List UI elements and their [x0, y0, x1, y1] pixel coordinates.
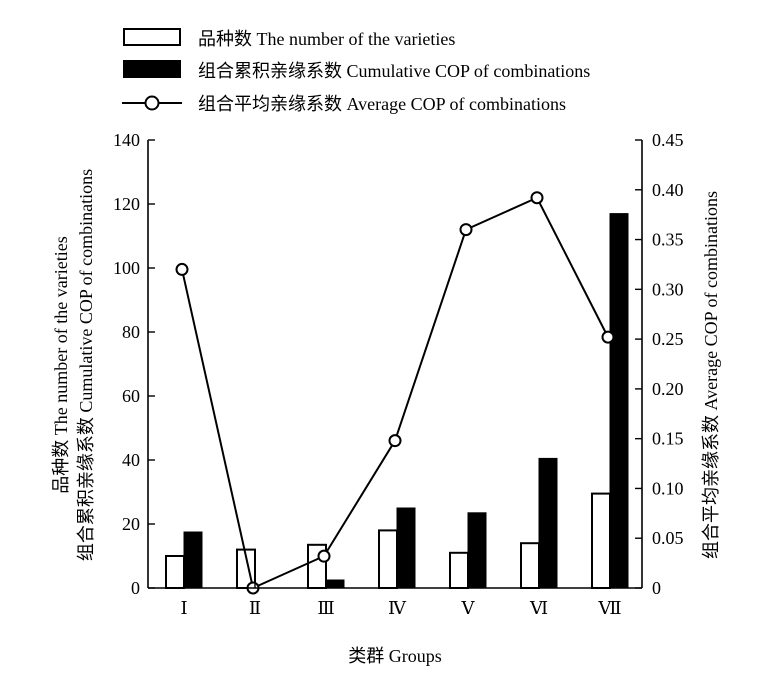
- legend-swatch-cumulative: [123, 60, 181, 78]
- bar-cumulative-cop: [396, 507, 416, 589]
- bars: [165, 213, 629, 590]
- average-cop-point: [601, 330, 615, 344]
- bar-cumulative-cop: [609, 213, 629, 589]
- legend: [122, 28, 182, 111]
- bar-varieties: [591, 492, 611, 590]
- x-axis-label: 类群 Groups: [348, 646, 442, 666]
- bar-cumulative-cop: [538, 457, 558, 589]
- bar-varieties: [449, 551, 469, 589]
- average-cop-point: [175, 262, 189, 276]
- x-tick-label: Ⅵ: [529, 598, 548, 618]
- right-y-tick-label: 0.15: [652, 429, 684, 449]
- right-y-tick-label: 0: [652, 578, 661, 598]
- legend-swatch-varieties: [123, 28, 181, 46]
- right-y-tick-label: 0.40: [652, 180, 684, 200]
- average-cop-point: [530, 191, 544, 205]
- x-tick-label: Ⅶ: [597, 598, 621, 618]
- left-y-tick-label: 20: [122, 514, 140, 534]
- left-y-tick-label: 80: [122, 322, 140, 342]
- left-y-tick-label: 100: [113, 258, 140, 278]
- bar-varieties: [520, 542, 540, 590]
- axes: 0 20 40 60 80 100 120 140 0 0.05 0.10 0.15 0.20 0.25 0…: [113, 130, 684, 618]
- x-tick-label: Ⅴ: [461, 598, 476, 618]
- left-y-axis-label-2: 组合累积亲缘系数 Cumulative COP of combinations: [76, 169, 96, 561]
- bar-cumulative-cop: [183, 531, 203, 589]
- bar-cumulative-cop: [467, 512, 487, 589]
- average-cop-point: [317, 549, 331, 563]
- right-y-tick-label: 0.10: [652, 478, 684, 498]
- right-y-tick-label: 0.35: [652, 230, 684, 250]
- bar-varieties: [165, 555, 185, 589]
- right-y-tick-label: 0.45: [652, 130, 684, 150]
- left-y-tick-label: 60: [122, 386, 140, 406]
- right-y-tick-label: 0.20: [652, 379, 684, 399]
- bar-varieties: [378, 529, 398, 590]
- left-y-tick-label: 0: [131, 578, 140, 598]
- left-y-tick-label: 120: [113, 194, 140, 214]
- legend-label-cumulative: 组合累积亲缘系数 Cumulative COP of combinations: [198, 61, 590, 81]
- x-tick-label: Ⅳ: [388, 598, 407, 618]
- left-y-axis-label-1: 品种数 The number of the varieties: [51, 236, 71, 493]
- x-tick-label: Ⅲ: [317, 598, 334, 618]
- axis-labels: 类群 Groups 品种数 The number of the varietie…: [51, 169, 721, 666]
- legend-labels: 品种数 The number of the varieties 组合累积亲缘系数…: [198, 29, 590, 114]
- legend-label-varieties: 品种数 The number of the varieties: [198, 29, 455, 49]
- right-y-tick-label: 0.30: [652, 279, 684, 299]
- legend-swatch-average-marker: [144, 95, 160, 111]
- average-cop-point: [388, 434, 402, 448]
- left-y-tick-label: 40: [122, 450, 140, 470]
- bar-cumulative-cop: [325, 579, 345, 589]
- x-tick-label: Ⅱ: [249, 598, 261, 618]
- left-y-tick-label: 140: [113, 130, 140, 150]
- x-tick-label: Ⅰ: [180, 598, 187, 618]
- right-y-tick-label: 0.05: [652, 528, 684, 548]
- average-cop-point: [459, 223, 473, 237]
- right-y-axis-label: 组合平均亲缘系数 Average COP of combinations: [701, 191, 721, 559]
- right-y-tick-label: 0.25: [652, 329, 684, 349]
- legend-label-average: 组合平均亲缘系数 Average COP of combinations: [198, 94, 566, 114]
